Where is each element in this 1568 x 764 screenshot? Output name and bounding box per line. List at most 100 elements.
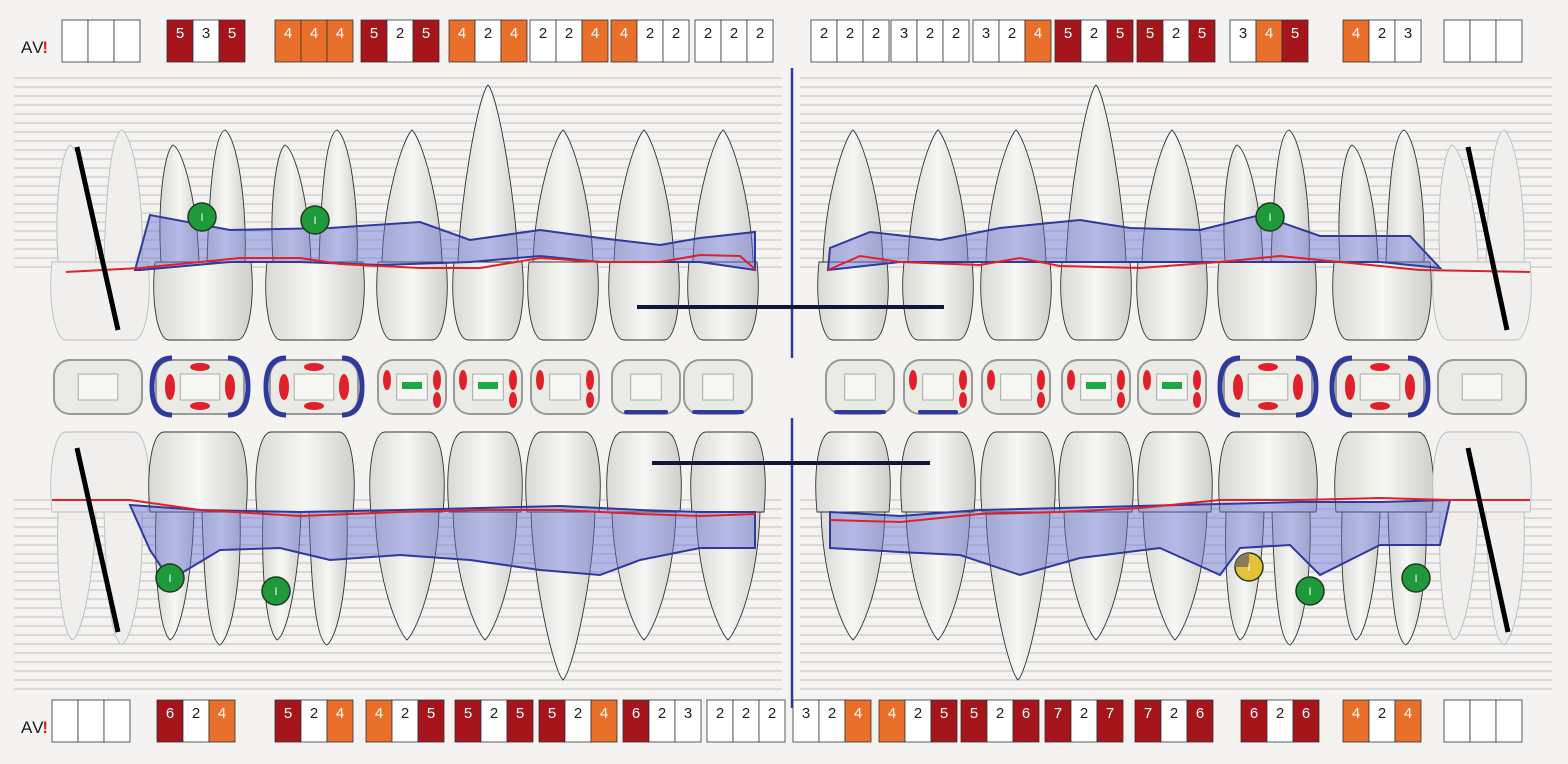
depth-value: 5 (176, 25, 184, 42)
tooth-root (1485, 511, 1525, 646)
tooth-root (822, 129, 884, 263)
depth-value: 3 (802, 705, 810, 722)
depth-value: 6 (632, 705, 640, 722)
depth-cell (1443, 699, 1471, 743)
depth-box-group: 5 3 5 (166, 19, 246, 63)
depth-box-group: 4 2 2 (610, 19, 690, 63)
depth-box-group: 5 2 6 (960, 699, 1040, 743)
depth-cell (61, 19, 89, 63)
depth-value: 2 (1378, 25, 1386, 42)
depth-cell (564, 699, 592, 743)
lower-tooth (606, 431, 682, 641)
implant-marker: I (300, 205, 330, 235)
depth-box-group: 3 2 2 (890, 19, 970, 63)
tooth-crown (376, 261, 448, 341)
tooth-root (1063, 511, 1129, 641)
depth-cell (1096, 699, 1124, 743)
depth-value: 5 (1064, 25, 1072, 42)
upper-tooth (608, 129, 680, 341)
lower-right-gingival-margin (52, 499, 757, 518)
depth-box-group: 4 2 4 (448, 19, 528, 63)
occlusal-table (293, 373, 335, 401)
depth-cell (1342, 19, 1370, 63)
tooth-crown (452, 261, 524, 341)
depth-value: 5 (1291, 25, 1299, 42)
depth-value: 5 (970, 705, 978, 722)
implant-marker: I (1401, 563, 1431, 593)
lower-tooth (1137, 431, 1213, 641)
depth-value: 2 (1172, 25, 1180, 42)
occlusal-tooth (903, 359, 973, 415)
depth-value: 4 (1352, 25, 1360, 42)
depth-value: 4 (310, 25, 318, 42)
depth-value: 2 (872, 25, 880, 42)
implant-circle (261, 576, 291, 606)
tooth-root (1485, 129, 1525, 263)
tooth-crown (1058, 431, 1134, 513)
implant-marker: I (187, 202, 217, 232)
bleeding-point (279, 374, 289, 400)
depth-value: 7 (1106, 705, 1114, 722)
bleeding-point (1405, 374, 1415, 400)
tooth-root (381, 129, 443, 263)
depth-box-group: 3 2 4 (792, 699, 872, 743)
depth-value: 5 (228, 25, 236, 42)
depth-cell (844, 699, 872, 743)
depth-value: 2 (846, 25, 854, 42)
depth-value: 4 (510, 25, 518, 42)
upper-tooth (1432, 129, 1532, 341)
depth-box-group: 4 2 4 (1342, 699, 1422, 743)
depth-value: 2 (1378, 705, 1386, 722)
depth-box-group: 5 2 4 (538, 699, 618, 743)
depth-value: 2 (1080, 705, 1088, 722)
implant-label: I (1414, 573, 1417, 585)
tooth-root (692, 129, 754, 263)
depth-cell (1162, 19, 1190, 63)
depth-cell (758, 699, 786, 743)
occlusal-tooth (269, 359, 359, 415)
tooth-root (1439, 511, 1479, 641)
depth-cell (1281, 19, 1309, 63)
implant-marker: I (261, 576, 291, 606)
upper-tooth (1332, 129, 1432, 341)
depth-box-group: 5 2 5 (1054, 19, 1134, 63)
depth-cell (636, 19, 664, 63)
depth-value: 2 (565, 25, 573, 42)
tooth-crown (608, 261, 680, 341)
depth-value: 5 (516, 705, 524, 722)
occlusal-table (702, 373, 734, 401)
depth-cell (365, 699, 393, 743)
occlusal-table (549, 373, 581, 401)
bleeding-point (1370, 402, 1390, 410)
bleeding-point (1258, 363, 1278, 371)
depth-value: 4 (1034, 25, 1042, 42)
occlusal-tooth (1223, 359, 1313, 415)
upper-right-gingival-margin (65, 253, 757, 273)
depth-value: 7 (1054, 705, 1062, 722)
depth-cell (113, 19, 141, 63)
depth-cell (1469, 19, 1497, 63)
depth-cell (1080, 19, 1108, 63)
tooth-crown (606, 431, 682, 513)
bleeding-point (1037, 392, 1045, 408)
tooth-crown (900, 431, 976, 513)
depth-cell (1012, 699, 1040, 743)
bleeding-point (1193, 370, 1201, 390)
upper-tooth (452, 84, 524, 341)
depth-cell (555, 19, 583, 63)
bleeding-point (1117, 370, 1125, 390)
depth-box-group: 4 2 5 (878, 699, 958, 743)
depth-value: 2 (768, 705, 776, 722)
depth-value: 2 (658, 705, 666, 722)
depth-value: 5 (1198, 25, 1206, 42)
lower-tooth (980, 431, 1056, 681)
tooth-crown (447, 431, 523, 513)
depth-value: 3 (1239, 25, 1247, 42)
bleeding-point (1143, 370, 1151, 390)
plaque-marker (402, 382, 422, 389)
tooth-crown (1060, 261, 1132, 341)
tooth-root (57, 511, 97, 641)
plaque-marker (1086, 382, 1106, 389)
bleeding-point (959, 392, 967, 408)
lower-left-gingival-margin (829, 496, 1530, 524)
